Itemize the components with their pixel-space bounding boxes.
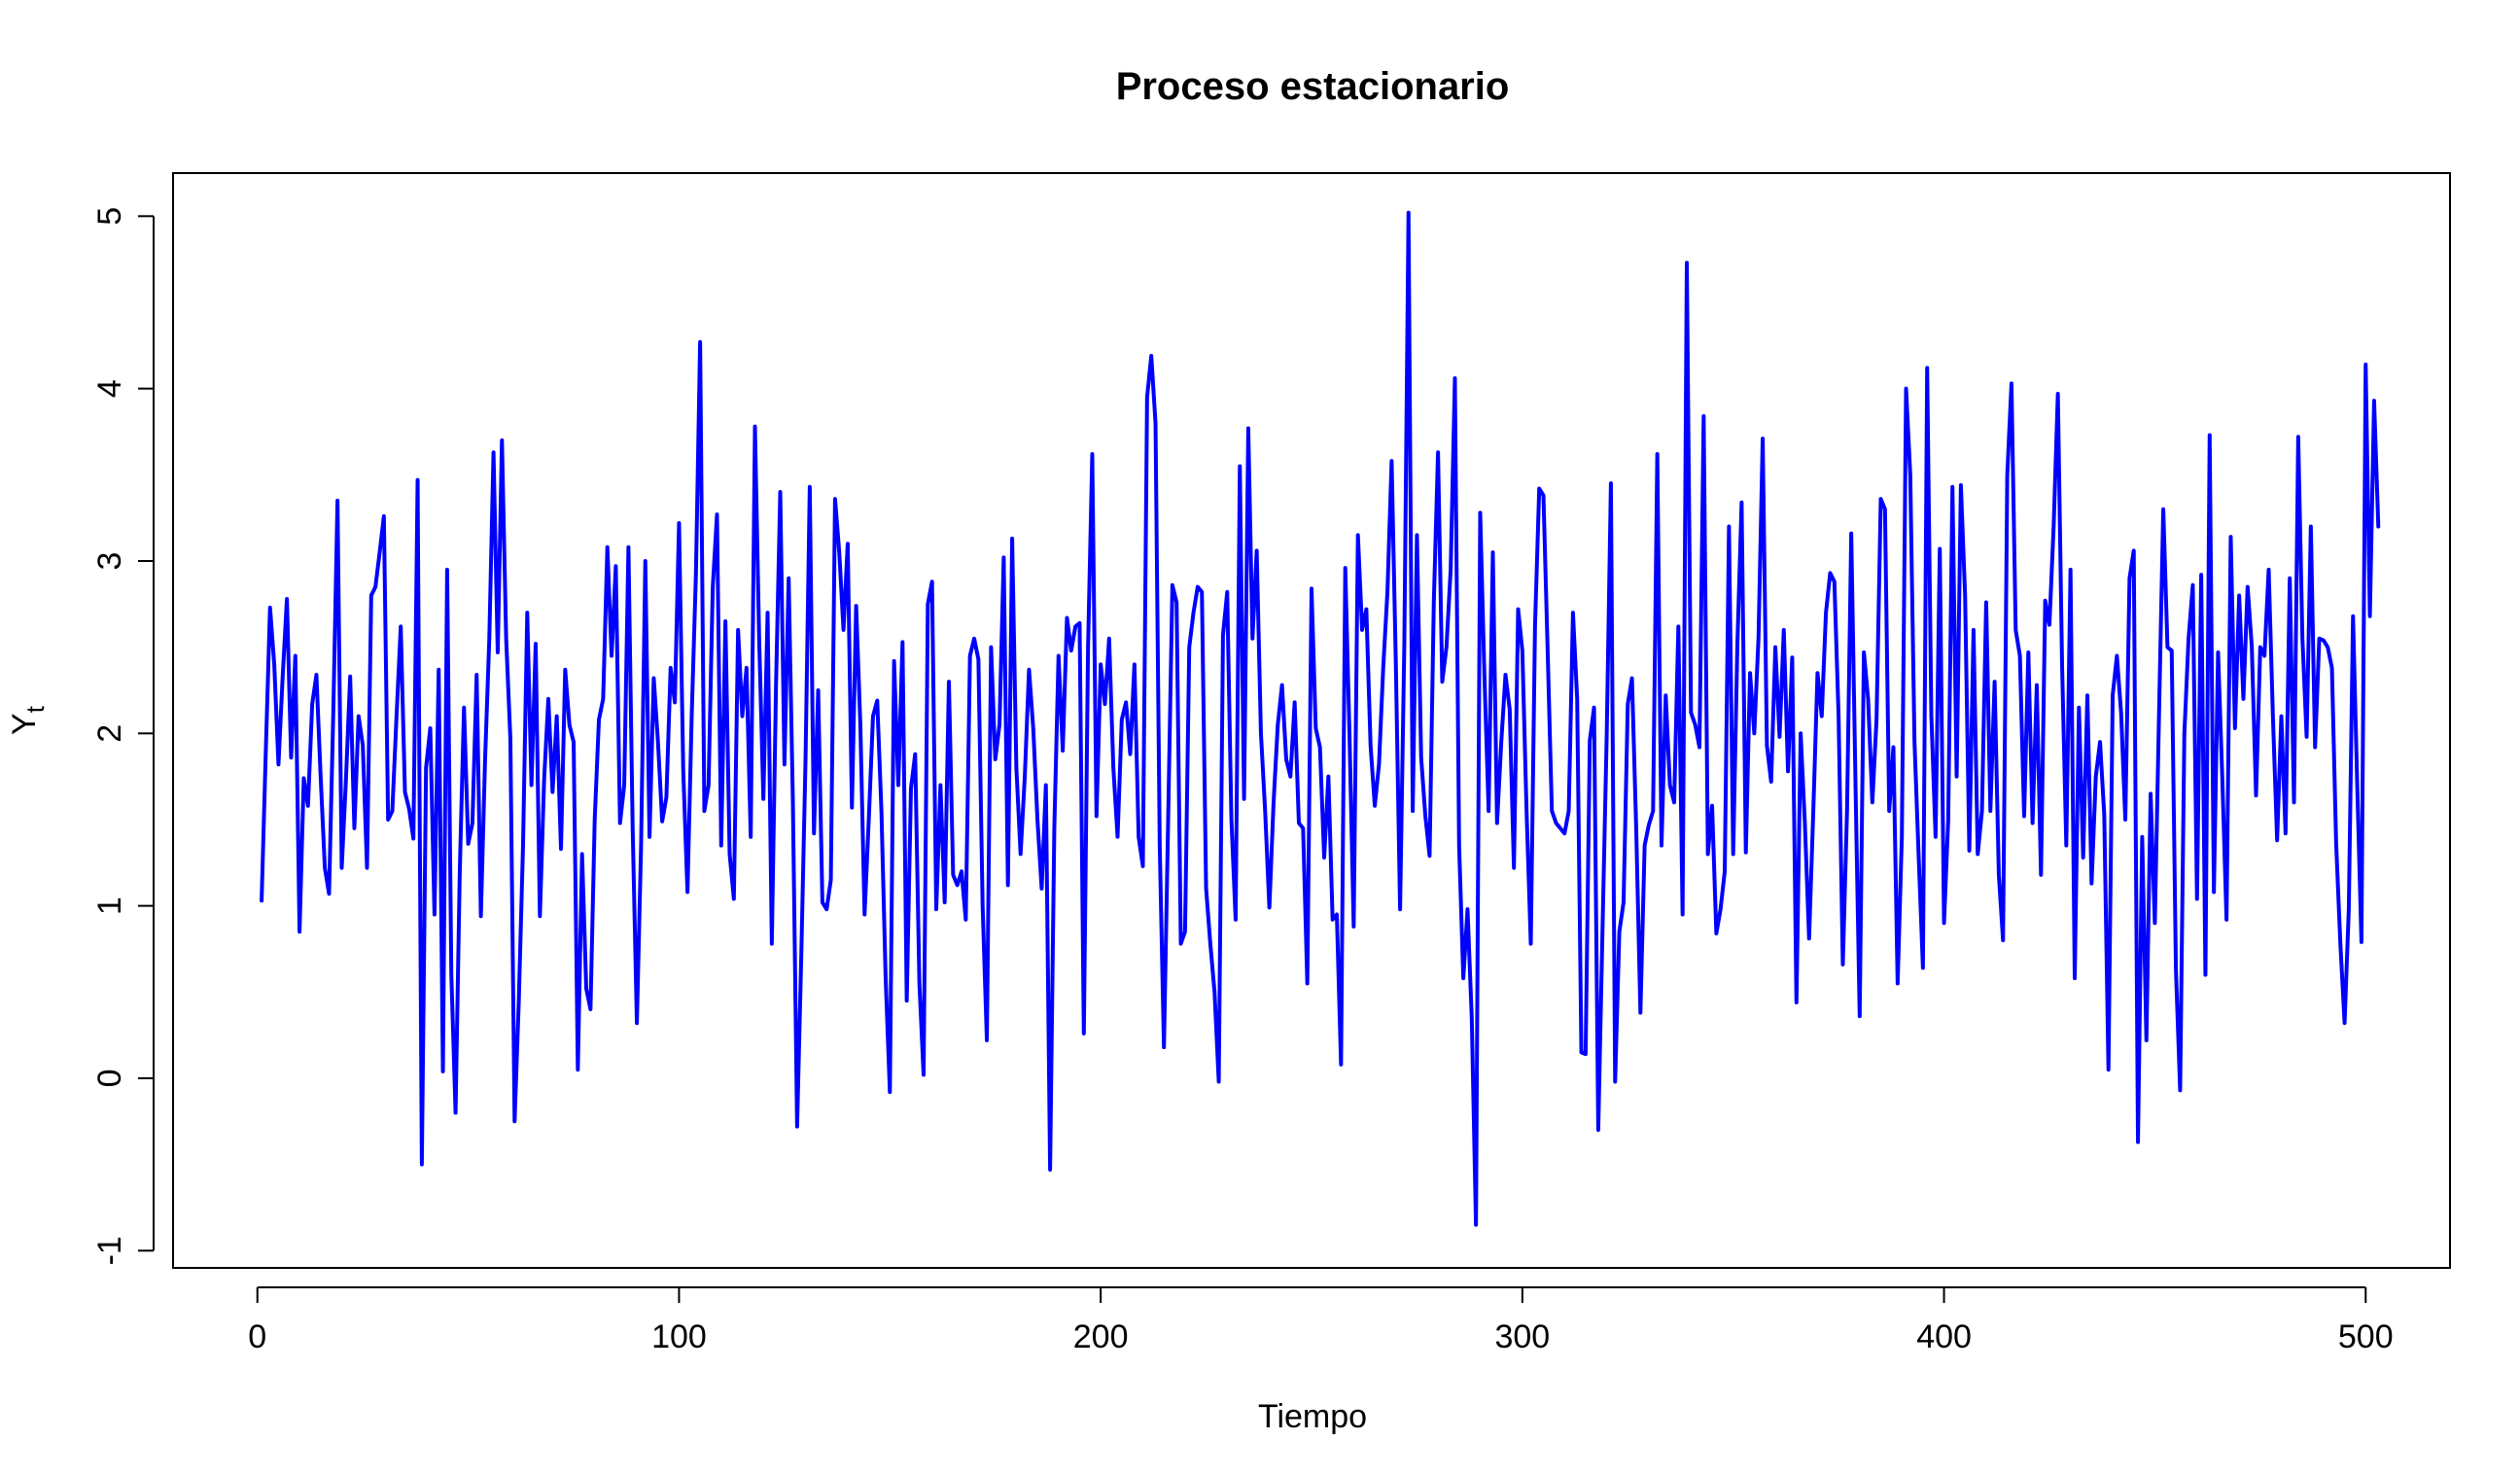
y-tick-label: 1 [91,896,128,915]
y-tick-label: 0 [91,1069,128,1087]
y-tick-label: 4 [91,379,128,398]
series-line [260,210,2381,1227]
series-group [260,210,2381,1227]
plot-frame [172,172,2451,1269]
y-axis-label-subscript: t [20,705,50,713]
x-axis-label: Tiempo [1258,1398,1367,1435]
y-tick-label: 5 [91,207,128,226]
y-axis-label: Yt [6,705,50,735]
x-tick-label: 0 [248,1318,266,1355]
x-tick-label: 100 [651,1318,707,1355]
y-tick-label: 2 [91,724,128,743]
x-tick-label: 300 [1494,1318,1550,1355]
x-tick-label: 200 [1073,1318,1129,1355]
y-tick-label: -1 [91,1236,128,1265]
chart-title: Proceso estacionario [1116,65,1510,108]
y-axis-label-main: Y [6,713,43,735]
x-tick-label: 400 [1916,1318,1972,1355]
y-axis: -1 0 1 2 3 4 5 [91,207,155,1265]
y-tick-label: 3 [91,552,128,571]
x-axis: 0 100 200 300 400 500 [248,1286,2394,1355]
x-tick-label: 500 [2338,1318,2394,1355]
